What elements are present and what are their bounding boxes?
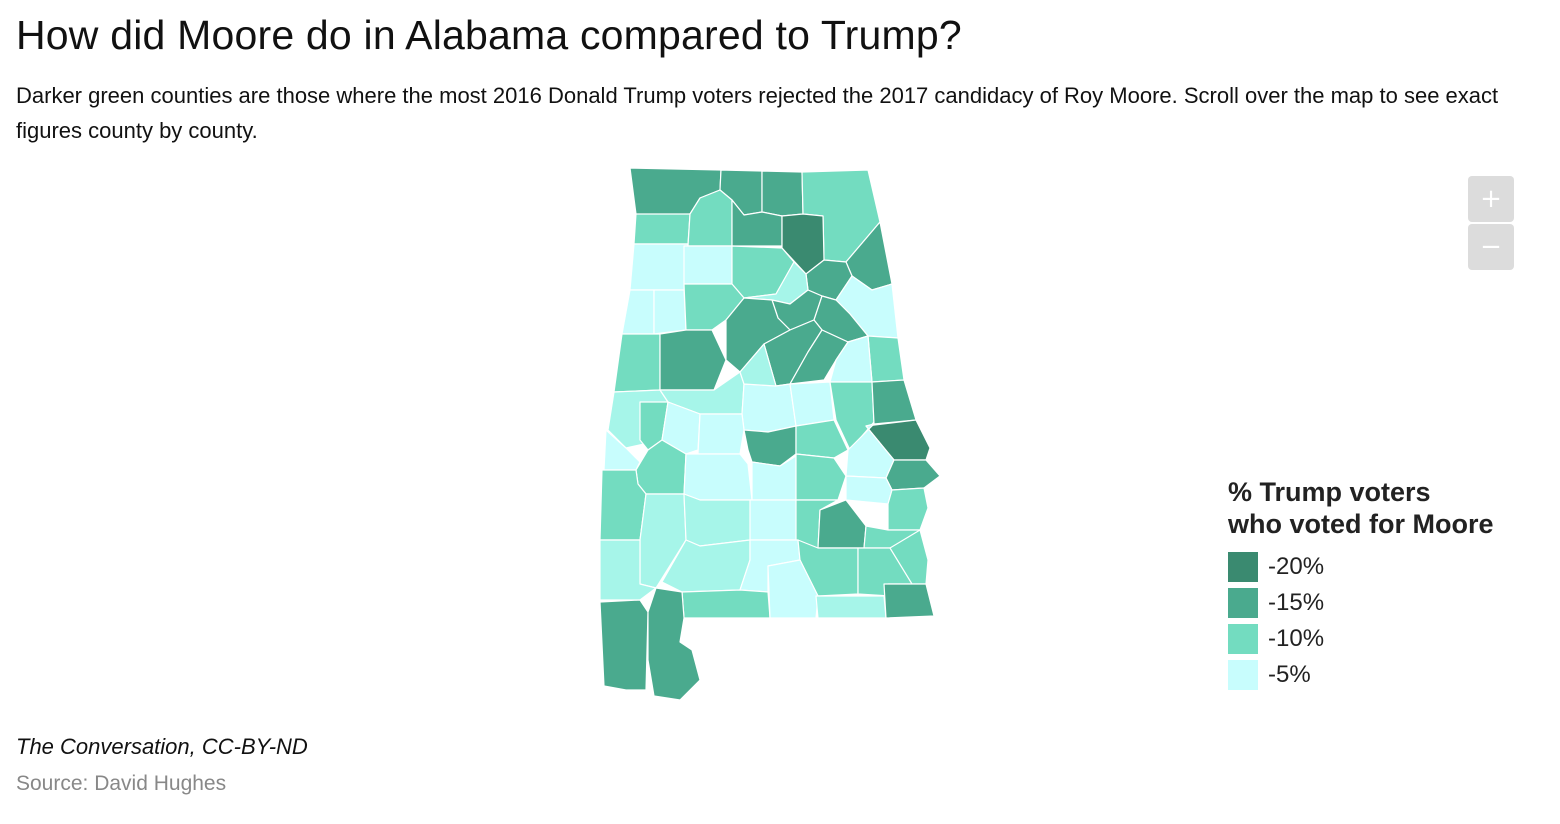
legend-label-10: -10% bbox=[1268, 625, 1325, 652]
county-montgomery[interactable] bbox=[795, 453, 847, 501]
zoom-in-button[interactable]: + bbox=[1468, 176, 1514, 222]
page-title: How did Moore do in Alabama compared to … bbox=[16, 12, 962, 58]
legend-swatch-10 bbox=[1228, 624, 1258, 654]
county-layer[interactable] bbox=[599, 167, 941, 701]
legend: % Trump voters who voted for Moore -20% … bbox=[1228, 476, 1528, 690]
county-winston[interactable] bbox=[683, 245, 733, 285]
county-russell[interactable] bbox=[887, 487, 929, 531]
county-fayette[interactable] bbox=[659, 329, 727, 391]
county-macon[interactable] bbox=[845, 475, 893, 505]
county-cleburne[interactable] bbox=[867, 335, 905, 383]
county-lee[interactable] bbox=[885, 459, 941, 491]
county-baldwin[interactable] bbox=[647, 587, 701, 701]
county-coosa[interactable] bbox=[789, 381, 835, 427]
county-chilton[interactable] bbox=[743, 425, 797, 467]
legend-label-20: -20% bbox=[1268, 553, 1325, 580]
legend-title-line2: who voted for Moore bbox=[1228, 509, 1494, 539]
source-line: Source: David Hughes bbox=[16, 772, 227, 795]
county-henry[interactable] bbox=[889, 529, 929, 585]
county-wilcox[interactable] bbox=[683, 493, 753, 547]
legend-label-15: -15% bbox=[1268, 589, 1325, 616]
county-bibb[interactable] bbox=[741, 383, 797, 433]
county-perry[interactable] bbox=[697, 413, 745, 455]
county-dallas[interactable] bbox=[683, 453, 753, 501]
legend-swatch-5 bbox=[1228, 660, 1258, 690]
county-hale[interactable] bbox=[661, 401, 701, 455]
county-geneva[interactable] bbox=[815, 595, 887, 619]
legend-title: % Trump voters who voted for Moore bbox=[1228, 476, 1528, 540]
county-mobile[interactable] bbox=[599, 599, 649, 691]
county-shelby[interactable] bbox=[739, 343, 777, 387]
legend-swatch-15 bbox=[1228, 588, 1258, 618]
zoom-out-button[interactable]: − bbox=[1468, 224, 1514, 270]
county-autauga[interactable] bbox=[795, 419, 849, 459]
county-clay[interactable] bbox=[829, 335, 873, 383]
legend-title-line1: % Trump voters bbox=[1228, 477, 1431, 507]
credit-line: The Conversation, CC-BY-ND bbox=[16, 734, 308, 759]
county-butler[interactable] bbox=[749, 499, 799, 541]
county-lamar_upper[interactable] bbox=[653, 289, 687, 335]
legend-swatch-20 bbox=[1228, 552, 1258, 582]
county-houston[interactable] bbox=[883, 583, 935, 619]
legend-label-5: -5% bbox=[1268, 661, 1311, 688]
county-lamar[interactable] bbox=[613, 333, 661, 393]
county-escambia[interactable] bbox=[681, 589, 771, 619]
county-randolph[interactable] bbox=[871, 379, 917, 425]
county-colbert[interactable] bbox=[633, 213, 691, 245]
county-marion[interactable] bbox=[621, 289, 655, 335]
county-franklin[interactable] bbox=[629, 243, 689, 291]
county-madison[interactable] bbox=[761, 170, 804, 217]
subtitle: Darker green counties are those where th… bbox=[16, 83, 1499, 143]
